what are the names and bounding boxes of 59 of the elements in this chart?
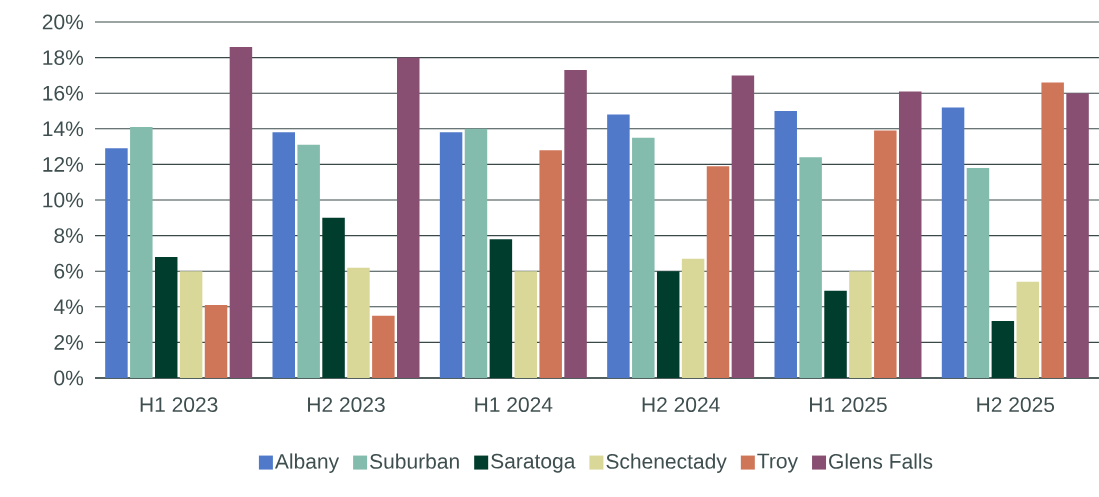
legend-label: Suburban	[370, 453, 459, 469]
bar	[204, 305, 228, 378]
bar	[130, 127, 153, 378]
bar	[372, 315, 395, 378]
bar	[1041, 82, 1064, 378]
legend-label: Glens Falls	[829, 453, 933, 469]
bar	[539, 150, 562, 378]
y-tick-label: 0%	[54, 370, 84, 386]
bar	[347, 267, 370, 378]
bar	[514, 271, 538, 378]
bar	[941, 107, 965, 378]
bar	[489, 239, 513, 378]
bar	[1016, 281, 1039, 378]
bar	[154, 256, 178, 378]
x-tick-label: H2 2024	[642, 397, 720, 413]
y-tick-label: 18%	[43, 50, 84, 66]
bar	[632, 137, 655, 378]
bar	[966, 167, 990, 378]
y-tick-label: 10%	[43, 192, 84, 208]
bar	[564, 70, 587, 378]
y-tick-label: 6%	[54, 263, 84, 279]
bar	[229, 46, 253, 378]
x-tick-label: H2 2023	[308, 397, 385, 413]
bar	[824, 290, 847, 378]
x-tick-label: H2 2025	[977, 397, 1055, 413]
bar	[898, 91, 922, 378]
bar	[731, 75, 755, 378]
bar	[397, 57, 420, 378]
x-tick-label: H1 2025	[810, 397, 887, 413]
bar	[464, 128, 488, 378]
bar	[656, 271, 680, 378]
y-tick-label: 4%	[53, 299, 84, 315]
bar	[681, 258, 705, 378]
bar	[105, 148, 128, 378]
y-tick-label: 14%	[43, 121, 84, 137]
bar	[849, 271, 872, 378]
legend-label: Albany	[274, 453, 340, 473]
y-tick-label: 12%	[43, 157, 84, 172]
bar	[774, 110, 797, 378]
bar	[272, 132, 295, 378]
bar	[607, 114, 630, 378]
bar	[439, 132, 463, 378]
y-tick-label: 8%	[54, 228, 84, 244]
bar	[706, 166, 730, 378]
bar	[297, 144, 320, 378]
x-tick-label: H1 2024	[475, 397, 553, 413]
bar	[322, 217, 345, 378]
bar	[799, 157, 822, 378]
bar	[874, 130, 897, 378]
legend-label: Saratoga	[491, 453, 576, 473]
y-tick-label: 20%	[42, 14, 84, 30]
legend-label: Troy	[757, 453, 799, 473]
x-tick-label: H1 2023	[140, 397, 218, 413]
bar	[1066, 93, 1089, 378]
y-tick-label: 16%	[43, 85, 84, 101]
bar	[179, 271, 203, 378]
y-tick-label: 2%	[54, 334, 84, 350]
bar	[991, 321, 1015, 378]
legend-label: Schenectady	[606, 453, 727, 473]
